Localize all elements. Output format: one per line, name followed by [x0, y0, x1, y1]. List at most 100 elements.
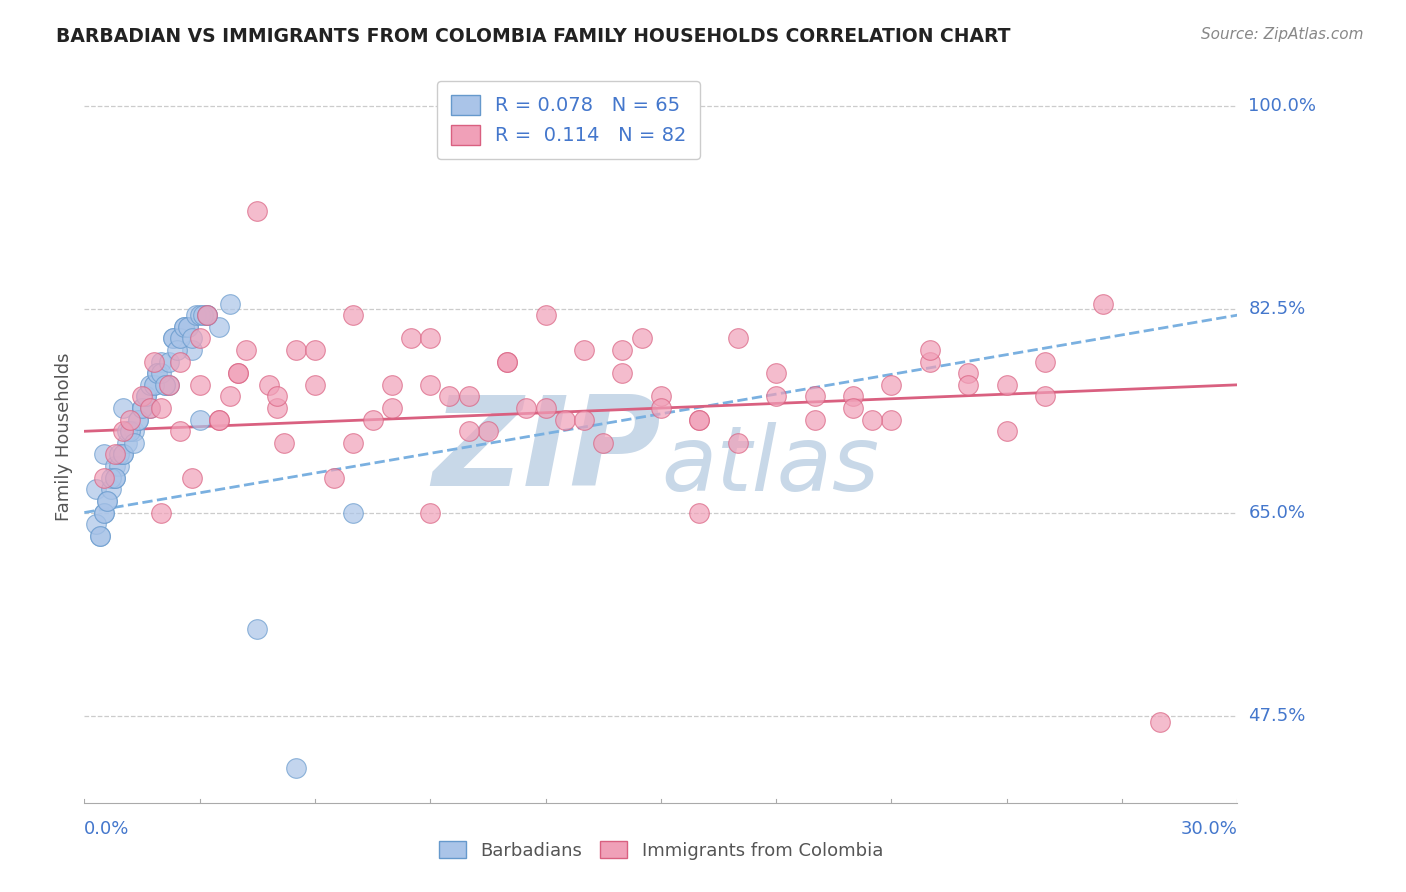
Point: [688, 412, 710, 426]
Point: [477, 424, 499, 438]
Point: [803, 389, 825, 403]
Point: [1033, 389, 1056, 403]
Point: [135, 389, 157, 403]
Point: [457, 424, 479, 438]
Point: [146, 366, 169, 380]
Point: [419, 377, 441, 392]
Point: [131, 389, 153, 403]
Point: [162, 331, 184, 345]
Point: [195, 308, 218, 322]
Point: [127, 412, 149, 426]
Y-axis label: Family Households: Family Households: [55, 353, 73, 521]
Point: [100, 483, 122, 497]
Text: 100.0%: 100.0%: [1249, 97, 1316, 115]
Text: 65.0%: 65.0%: [1249, 504, 1305, 522]
Point: [135, 389, 157, 403]
Point: [104, 459, 127, 474]
Point: [918, 343, 941, 357]
Point: [496, 354, 519, 368]
Point: [284, 761, 307, 775]
Point: [592, 436, 614, 450]
Point: [173, 319, 195, 334]
Point: [208, 412, 231, 426]
Point: [554, 412, 576, 426]
Point: [153, 377, 176, 392]
Point: [342, 506, 364, 520]
Point: [96, 494, 118, 508]
Point: [181, 343, 204, 357]
Point: [146, 366, 169, 380]
Point: [880, 377, 903, 392]
Point: [93, 448, 115, 462]
Point: [266, 389, 288, 403]
Point: [111, 401, 134, 415]
Text: 0.0%: 0.0%: [84, 821, 129, 838]
Point: [995, 424, 1018, 438]
Text: 47.5%: 47.5%: [1249, 706, 1306, 724]
Point: [153, 377, 176, 392]
Point: [957, 366, 980, 380]
Point: [219, 389, 242, 403]
Text: 30.0%: 30.0%: [1181, 821, 1237, 838]
Point: [93, 506, 115, 520]
Point: [399, 331, 422, 345]
Point: [342, 436, 364, 450]
Point: [131, 401, 153, 415]
Point: [124, 436, 146, 450]
Point: [208, 319, 231, 334]
Point: [184, 308, 207, 322]
Point: [188, 308, 211, 322]
Point: [219, 296, 242, 310]
Point: [177, 319, 200, 334]
Point: [157, 377, 180, 392]
Text: atlas: atlas: [661, 422, 879, 510]
Point: [93, 471, 115, 485]
Point: [188, 412, 211, 426]
Point: [226, 366, 249, 380]
Point: [195, 308, 218, 322]
Point: [111, 424, 134, 438]
Point: [572, 412, 595, 426]
Point: [612, 343, 634, 357]
Point: [246, 203, 269, 218]
Text: 82.5%: 82.5%: [1249, 301, 1306, 318]
Point: [304, 343, 326, 357]
Point: [104, 471, 127, 485]
Point: [266, 401, 288, 415]
Point: [688, 506, 710, 520]
Point: [169, 331, 191, 345]
Point: [177, 319, 200, 334]
Point: [572, 343, 595, 357]
Point: [188, 377, 211, 392]
Point: [150, 354, 173, 368]
Legend: Barbadians, Immigrants from Colombia: Barbadians, Immigrants from Colombia: [432, 834, 890, 867]
Point: [115, 436, 138, 450]
Point: [142, 377, 165, 392]
Text: ZIP: ZIP: [432, 392, 661, 512]
Point: [120, 424, 142, 438]
Point: [142, 377, 165, 392]
Point: [173, 319, 195, 334]
Point: [84, 483, 107, 497]
Point: [138, 377, 160, 392]
Point: [120, 412, 142, 426]
Point: [1033, 354, 1056, 368]
Point: [918, 354, 941, 368]
Point: [89, 529, 111, 543]
Point: [842, 389, 865, 403]
Point: [235, 343, 257, 357]
Point: [181, 471, 204, 485]
Point: [803, 412, 825, 426]
Point: [727, 436, 749, 450]
Point: [169, 424, 191, 438]
Point: [195, 308, 218, 322]
Point: [1149, 714, 1171, 729]
Point: [439, 389, 461, 403]
Point: [169, 331, 191, 345]
Point: [84, 517, 107, 532]
Point: [284, 343, 307, 357]
Point: [323, 471, 346, 485]
Point: [650, 401, 672, 415]
Point: [419, 331, 441, 345]
Point: [342, 308, 364, 322]
